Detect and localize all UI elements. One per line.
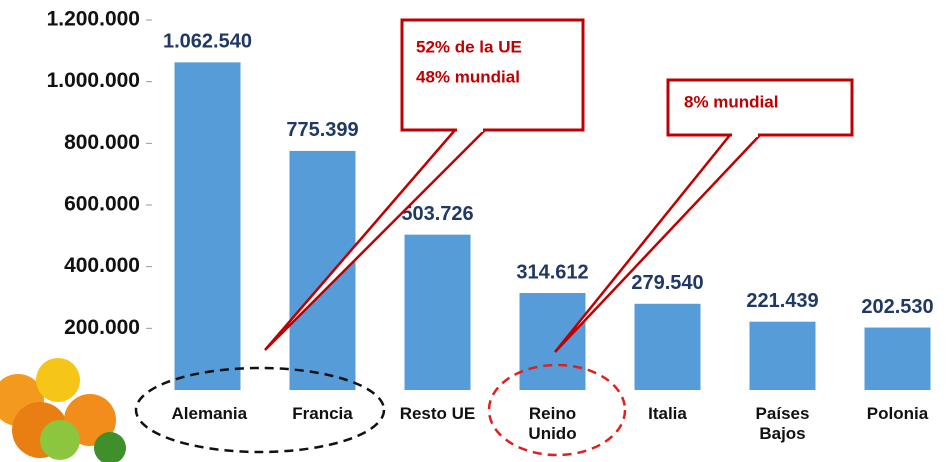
- page: 200.000 400.000 600.000 800.000 1.000.000 1.2…: [0, 0, 952, 462]
- bar-texture: [750, 322, 816, 390]
- x-tick-label: Países Bajos: [747, 404, 819, 444]
- callout-cover: [457, 127, 483, 132]
- value-label: 279.540: [631, 272, 703, 294]
- bar-texture: [865, 328, 931, 390]
- annotation: 52% de la UE: [416, 37, 522, 56]
- chart: 200.000 400.000 600.000 800.000 1.000.000 1.2…: [0, 0, 952, 462]
- value-label: 314.612: [516, 261, 588, 283]
- annotation: 8% mundial: [684, 92, 778, 111]
- x-tick-label: Francia: [287, 404, 359, 424]
- y-tick-label: 1.000.000: [47, 69, 140, 92]
- annotation: 48% mundial: [416, 67, 520, 86]
- value-label: 1.062.540: [163, 31, 252, 53]
- chart-container: 200.000 400.000 600.000 800.000 1.000.000 1.2…: [0, 0, 952, 462]
- bar-texture: [175, 62, 241, 390]
- value-label: 503.726: [401, 203, 473, 225]
- x-tick-label: Polonia: [862, 404, 934, 424]
- y-tick-label: 1.200.000: [47, 8, 140, 31]
- value-label: 775.399: [286, 119, 358, 141]
- y-tick-label: 800.000: [64, 131, 140, 154]
- x-tick-label: Italia: [632, 404, 704, 424]
- y-tick-label: 600.000: [64, 193, 140, 216]
- callout-cover: [732, 132, 758, 137]
- value-label: 202.530: [861, 296, 933, 318]
- y-tick-label: 400.000: [64, 254, 140, 277]
- x-tick-label: Resto UE: [388, 404, 488, 424]
- y-tick-label: 200.000: [64, 316, 140, 339]
- bar-texture: [635, 304, 701, 390]
- fruit-decoration: [0, 358, 126, 462]
- bar-texture: [405, 235, 471, 390]
- x-tick-label: Alemania: [172, 404, 244, 424]
- x-tick-label: Reino Unido: [517, 404, 589, 444]
- bar-texture: [520, 293, 586, 390]
- value-label: 221.439: [746, 290, 818, 312]
